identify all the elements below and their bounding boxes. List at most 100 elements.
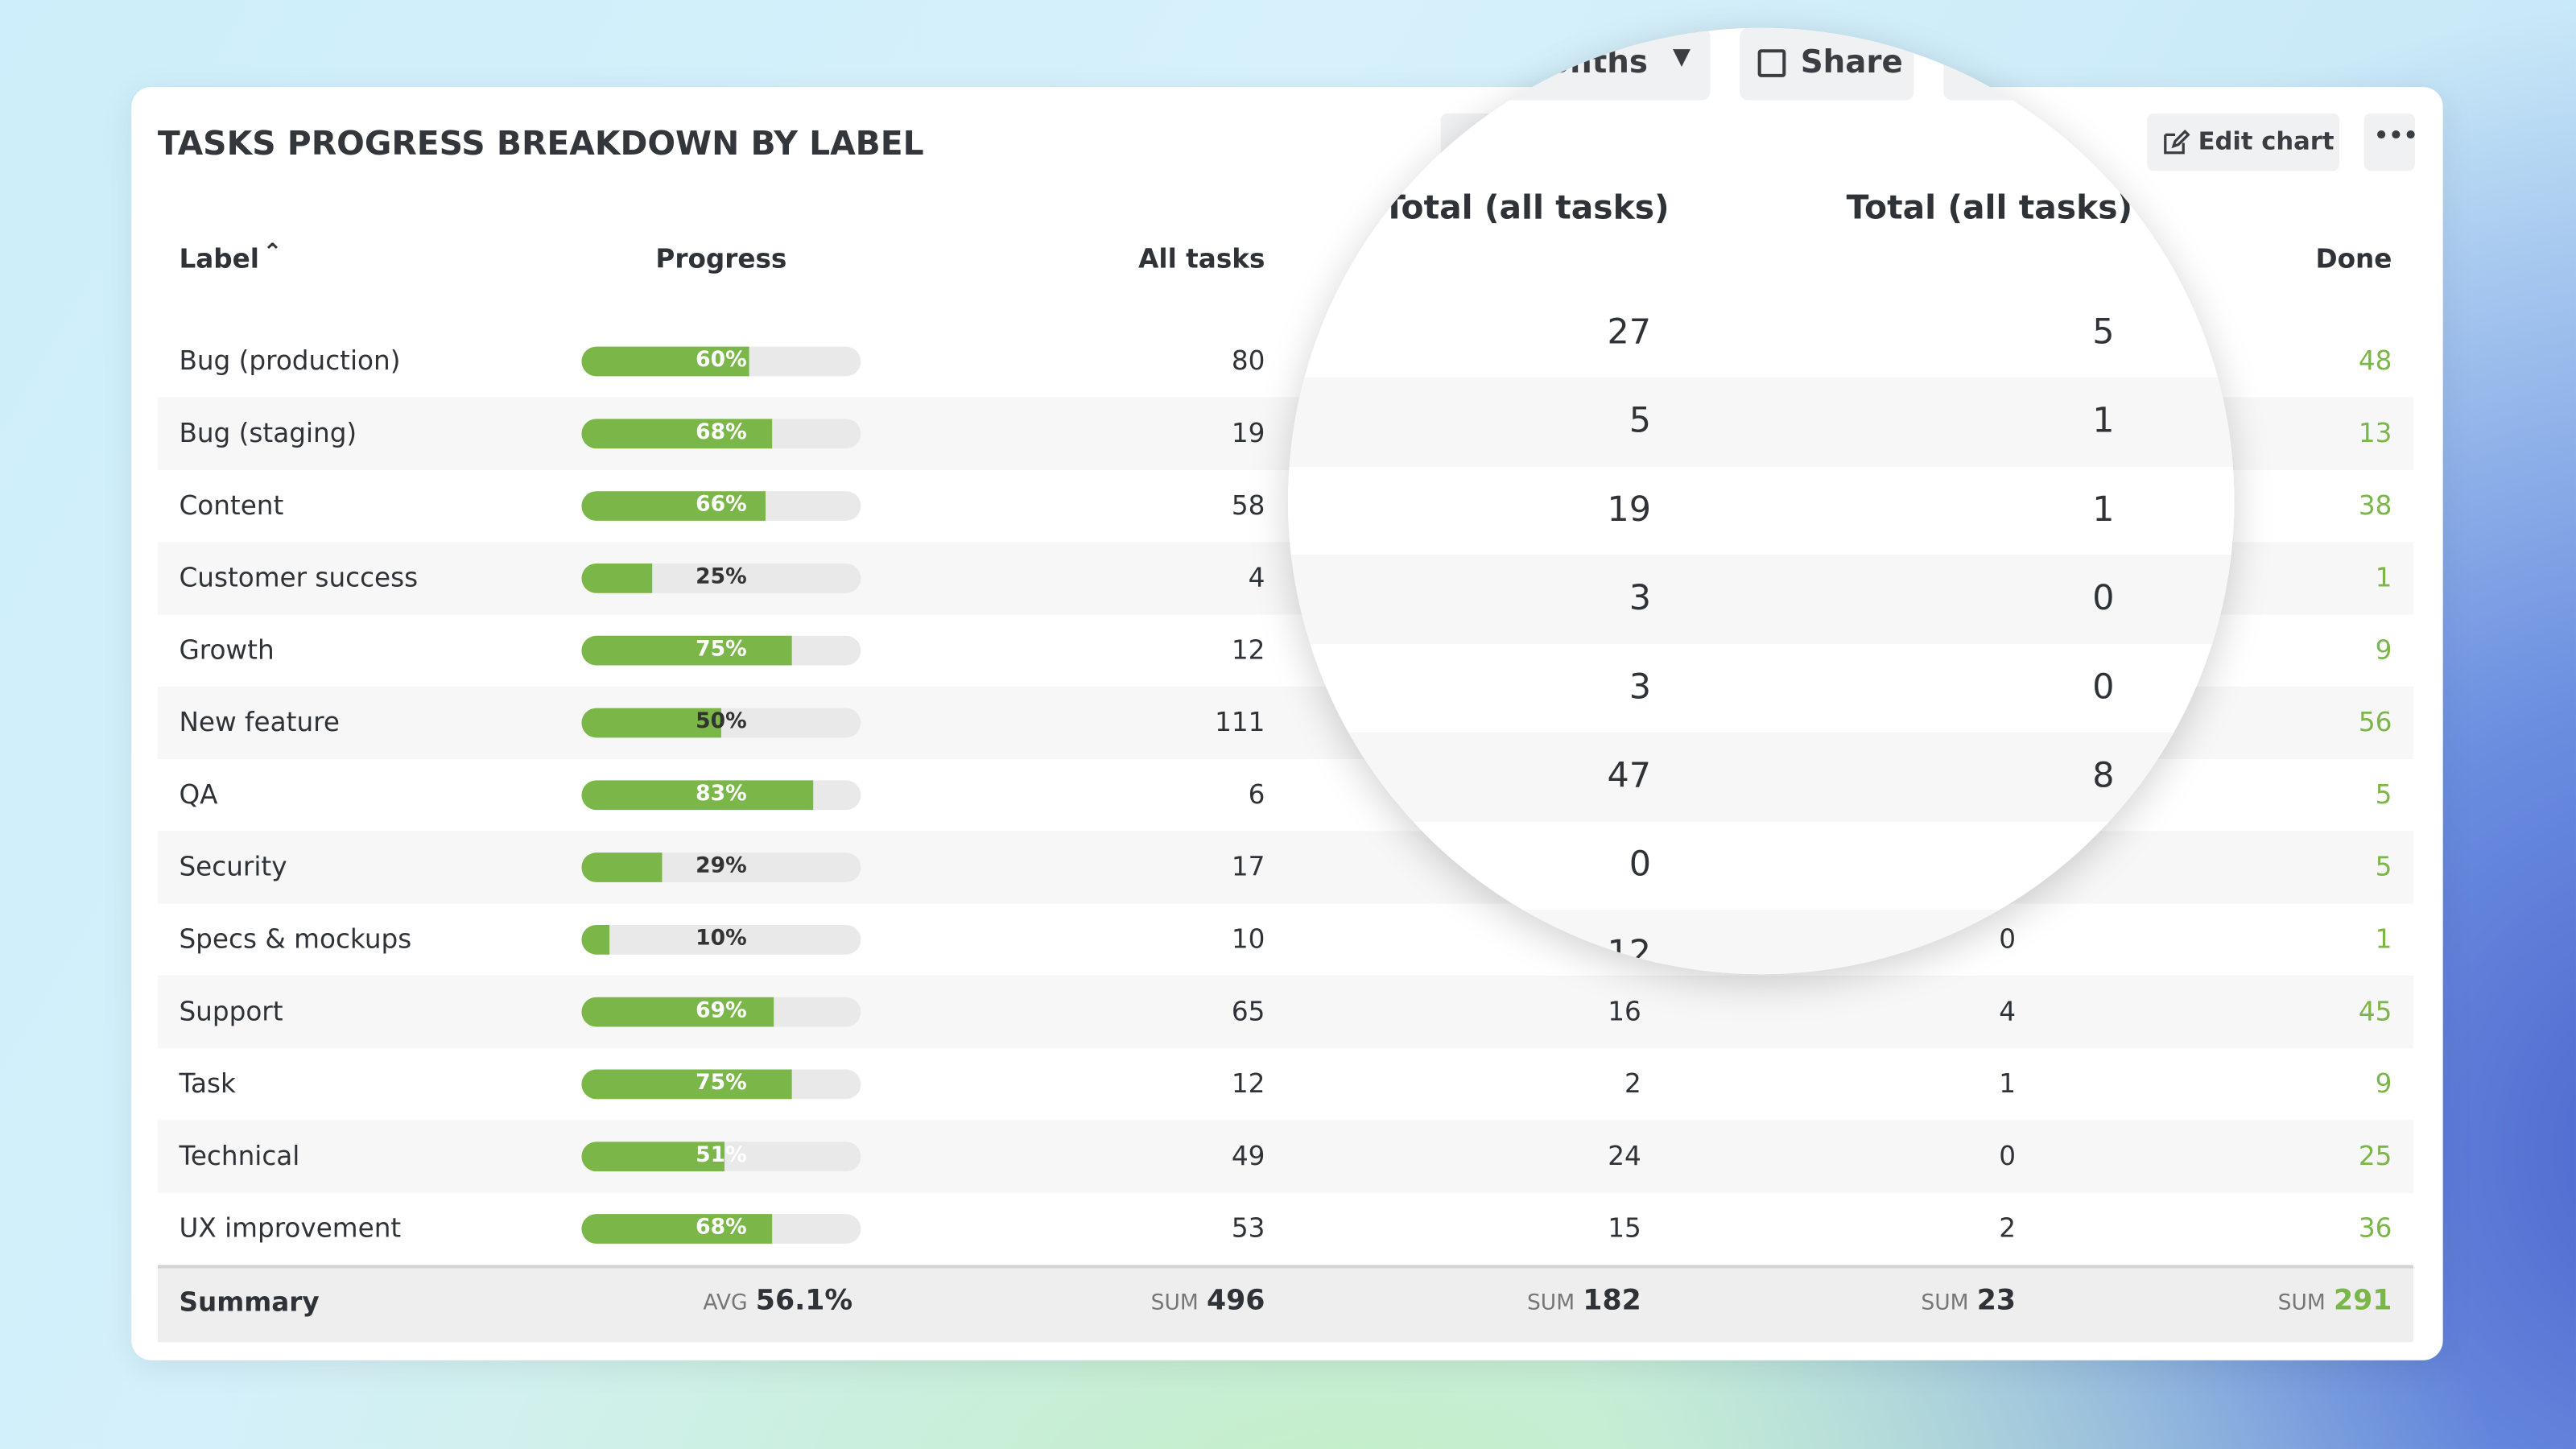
- cell-value-magnified: 0: [2092, 667, 2115, 707]
- cell-value: 19: [1231, 417, 1265, 449]
- cell-value-magnified: 12: [1607, 933, 1652, 973]
- progress-label: 51%: [696, 1143, 747, 1169]
- summary-cell: AVG 56.1%: [524, 1285, 852, 1318]
- summary-cell: SUM 291: [2063, 1285, 2392, 1318]
- progress-label: 66%: [696, 493, 747, 518]
- progress-bar: [581, 780, 814, 811]
- progress-label: 10%: [696, 927, 747, 952]
- row-label: Bug (production): [179, 345, 401, 377]
- cell-value: 12: [1231, 1067, 1265, 1100]
- progress-label: 60%: [696, 348, 747, 374]
- cell-value: 80: [1231, 345, 1265, 377]
- cell-value: 12: [1231, 634, 1265, 666]
- row-background: [157, 976, 2413, 1051]
- column-header: Progress: [655, 243, 787, 275]
- cell-value-magnified: 0: [1629, 844, 1652, 884]
- row-label: New feature: [179, 706, 340, 738]
- cell-value: 10: [1231, 923, 1265, 955]
- period-text: onths: [1548, 44, 1648, 80]
- edit-icon: [2164, 129, 2190, 155]
- card-title: TASKS PROGRESS BREAKDOWN BY LABEL: [157, 123, 924, 163]
- summary-background: [157, 1265, 2413, 1343]
- row-background-magnified: [1287, 821, 2235, 912]
- cell-value: 5: [2375, 851, 2392, 882]
- progress-track: [581, 924, 861, 955]
- dropdown-arrow: ▼: [1672, 44, 1690, 71]
- row-label: Customer success: [179, 561, 419, 593]
- more-button[interactable]: •••: [2363, 113, 2418, 171]
- cell-value-magnified: 1: [2092, 400, 2115, 440]
- progress-bar: [581, 708, 721, 738]
- summary-value: 182: [1583, 1284, 1641, 1318]
- cell-value: 9: [2375, 634, 2392, 666]
- column-header: Done: [2315, 243, 2392, 275]
- progress-bar: [581, 419, 772, 449]
- row-label: Security: [179, 851, 287, 882]
- cell-value: 25: [2358, 1140, 2392, 1172]
- cell-value: 2: [1624, 1067, 1641, 1100]
- row-label: Growth: [179, 634, 275, 666]
- column-header: Label: [179, 243, 259, 275]
- period-dropdown[interactable]: onths ▼: [1478, 27, 1711, 101]
- progress-label: 68%: [696, 420, 747, 446]
- cell-value-magnified: 8: [2092, 755, 2115, 795]
- summary-value: 56.1%: [755, 1284, 853, 1318]
- cell-value: 4: [1248, 561, 1265, 593]
- cell-value: 36: [2358, 1212, 2392, 1244]
- cell-value: 58: [1231, 489, 1265, 521]
- cell-value: 65: [1231, 995, 1265, 1027]
- extra-button[interactable]: [1943, 27, 2141, 101]
- cell-value: 9: [2375, 1067, 2392, 1100]
- more-icon: •••: [2373, 123, 2418, 150]
- row-label: Content: [179, 489, 284, 521]
- cell-value-magnified: 3: [1629, 667, 1652, 707]
- summary-value: 23: [1976, 1284, 2017, 1318]
- cell-value: 13: [2358, 417, 2392, 449]
- progress-label: 25%: [696, 565, 747, 590]
- cell-value: 16: [1608, 995, 1641, 1027]
- cell-value: 5: [2375, 778, 2392, 811]
- cell-value-magnified: 3: [1629, 578, 1652, 618]
- cell-value: 56: [2358, 706, 2392, 738]
- progress-label: 29%: [696, 854, 747, 879]
- share-button[interactable]: Share: [1740, 27, 1914, 101]
- cell-value-magnified: 5: [2092, 312, 2115, 352]
- summary-prefix: SUM: [2277, 1291, 2326, 1316]
- row-label: Support: [179, 995, 283, 1027]
- cell-value-magnified: 47: [1607, 755, 1652, 795]
- cell-value: 53: [1231, 1212, 1265, 1244]
- row-background-magnified: [1287, 733, 2235, 824]
- cell-value: 6: [1248, 778, 1265, 811]
- summary-cell: SUM 182: [1313, 1285, 1641, 1318]
- summary-cell: SUM 496: [936, 1285, 1265, 1318]
- row-label: Task: [179, 1067, 236, 1100]
- row-label: Technical: [179, 1140, 300, 1172]
- cell-value: 15: [1608, 1212, 1641, 1244]
- summary-prefix: AVG: [703, 1291, 748, 1316]
- row-label: UX improvement: [179, 1212, 402, 1244]
- summary-label: Summary: [179, 1286, 320, 1318]
- cell-value: 48: [2358, 345, 2392, 377]
- cell-value: 1: [1999, 1067, 2017, 1100]
- cell-value: 1: [2375, 923, 2392, 955]
- progress-bar: [581, 1214, 772, 1244]
- progress-bar: [581, 852, 663, 882]
- progress-bar: [581, 1141, 724, 1172]
- row-background: [157, 1192, 2413, 1267]
- summary-value: 496: [1206, 1284, 1265, 1318]
- column-header-magnified: Total (all tasks): [1383, 187, 1670, 227]
- edit-chart-button[interactable]: Edit chart: [2147, 113, 2340, 171]
- progress-bar: [581, 635, 791, 666]
- row-background-magnified: [1287, 910, 2235, 975]
- share-text: Share: [1800, 44, 1903, 80]
- cell-value: 45: [2358, 995, 2392, 1027]
- cell-value: 2: [1999, 1212, 2017, 1244]
- summary-prefix: SUM: [1526, 1291, 1575, 1316]
- progress-bar: [581, 563, 652, 593]
- cell-value: 4: [1999, 995, 2017, 1027]
- progress-bar: [581, 924, 610, 955]
- progress-label: 68%: [696, 1216, 747, 1241]
- cell-value-magnified: 5: [1629, 400, 1652, 440]
- cell-value-magnified: 1: [2092, 489, 2115, 530]
